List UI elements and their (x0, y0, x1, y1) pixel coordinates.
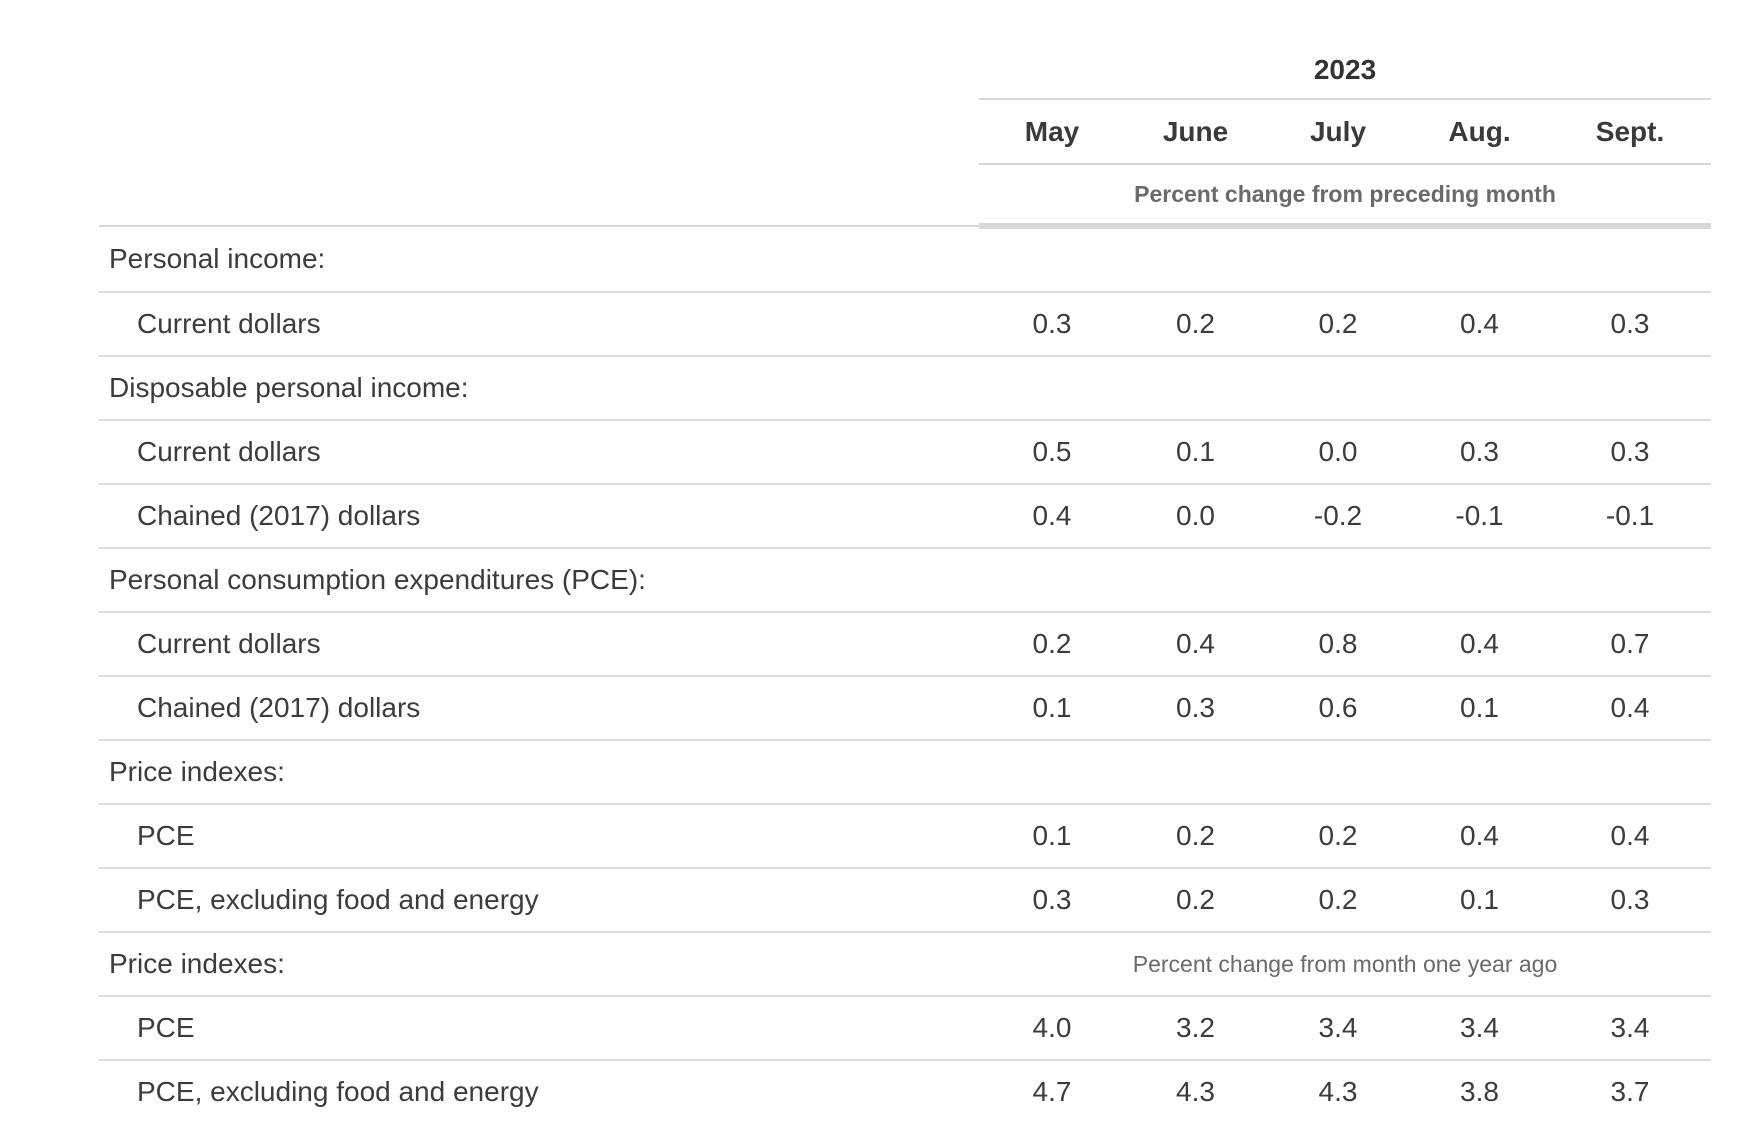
table-row: PCE 0.1 0.2 0.2 0.4 0.4 (99, 804, 1712, 869)
value-cell: -0.2 (1266, 484, 1410, 549)
value-cell: 0.2 (1125, 292, 1266, 357)
section-row: Price indexes: Percent change from month … (99, 932, 1712, 997)
section-label: Price indexes: (99, 740, 979, 805)
value-cell: 0.3 (979, 868, 1125, 933)
section-row: Personal consumption expenditures (PCE): (99, 548, 1712, 613)
table-row: Current dollars 0.3 0.2 0.2 0.4 0.3 (99, 292, 1712, 357)
value-cell: 0.4 (1549, 676, 1712, 741)
table-row: Chained (2017) dollars 0.4 0.0 -0.2 -0.1 -0.1 (99, 484, 1712, 549)
row-label: Current dollars (99, 420, 979, 485)
empty-cell (979, 226, 1712, 293)
table-row: Current dollars 0.2 0.4 0.8 0.4 0.7 (99, 612, 1712, 677)
table-row: PCE, excluding food and energy 0.3 0.2 0.2 0… (99, 868, 1712, 933)
table-row: Chained (2017) dollars 0.1 0.3 0.6 0.1 0.4 (99, 676, 1712, 741)
table-header: 2023 May June July Aug. Sept. Percent ch… (99, 30, 1712, 229)
section-label: Personal consumption expenditures (PCE): (99, 548, 979, 613)
month-heading-sept: Sept. (1549, 99, 1712, 165)
row-label: PCE (99, 804, 979, 869)
row-label: Chained (2017) dollars (99, 676, 979, 741)
section-row: Disposable personal income: (99, 356, 1712, 421)
section-label: Personal income: (99, 226, 979, 293)
unit-note: Percent change from month one year ago (979, 932, 1712, 997)
value-cell: 4.3 (1318, 1076, 1358, 1107)
value-cell: 0.7 (1549, 612, 1712, 677)
value-cell: 0.1 (1410, 868, 1549, 933)
value-cell: 0.2 (1266, 804, 1410, 869)
value-cell: 0.4 (1125, 612, 1266, 677)
value-cell: 0.0 (1266, 420, 1410, 485)
value-cell: -0.1 (1549, 484, 1712, 549)
year-heading: 2023 (979, 30, 1712, 100)
value-cell: 0.3 (1410, 420, 1549, 485)
value-cell: 0.2 (1266, 292, 1410, 357)
value-cell: 3.4 (1266, 996, 1410, 1061)
empty-cell (979, 548, 1712, 613)
value-cell: 0.4 (1549, 804, 1712, 869)
unit-note: Percent change from preceding month (979, 164, 1712, 229)
value-cell: 0.6 (1266, 676, 1410, 741)
table-row: Current dollars 0.5 0.1 0.0 0.3 0.3 (99, 420, 1712, 485)
value-cell: 0.4 (1410, 292, 1549, 357)
row-label: PCE, excluding food and energy (99, 868, 979, 933)
table-body: Personal income: Current dollars 0.3 0.2 0.2… (99, 226, 1712, 1123)
value-cell: 0.1 (979, 804, 1125, 869)
income-outlays-table: 2023 May June July Aug. Sept. Percent ch… (99, 30, 1712, 1123)
empty-cell (979, 356, 1712, 421)
month-heading-july: July (1266, 99, 1410, 165)
value-cell: 0.2 (1266, 868, 1410, 933)
month-heading-june: June (1125, 99, 1266, 165)
empty-cell (979, 740, 1712, 805)
value-cell: 0.3 (1549, 868, 1712, 933)
value-cell: 0.3 (1549, 292, 1712, 357)
value-cell: 0.0 (1125, 484, 1266, 549)
value-cell: 0.2 (1125, 868, 1266, 933)
month-heading-may: May (979, 99, 1125, 165)
value-cell: 3.8 (1460, 1076, 1499, 1107)
table-row: PCE 4.0 3.2 3.4 3.4 3.4 (99, 996, 1712, 1061)
section-row: Price indexes: (99, 740, 1712, 805)
value-cell: 0.5 (979, 420, 1125, 485)
value-cell: 0.2 (979, 612, 1125, 677)
header-blank-cell (99, 30, 979, 99)
row-label: Current dollars (99, 292, 979, 357)
value-cell: 0.3 (1125, 676, 1266, 741)
value-cell: 0.8 (1266, 612, 1410, 677)
value-cell: 0.1 (1410, 676, 1549, 741)
value-cell: 4.7 (1032, 1076, 1072, 1107)
value-cell: 0.4 (979, 484, 1125, 549)
value-cell: -0.1 (1410, 484, 1549, 549)
row-label: PCE, excluding food and energy (137, 1076, 539, 1107)
row-label: Current dollars (99, 612, 979, 677)
row-label: PCE (99, 996, 979, 1061)
value-cell: 0.1 (979, 676, 1125, 741)
value-cell: 0.2 (1125, 804, 1266, 869)
value-cell: 4.3 (1176, 1076, 1215, 1107)
value-cell: 0.3 (1549, 420, 1712, 485)
unit-header-row: Percent change from preceding month (99, 164, 1712, 229)
header-blank-cell (99, 164, 979, 227)
value-cell: 3.4 (1410, 996, 1549, 1061)
row-label: Chained (2017) dollars (99, 484, 979, 549)
header-blank-cell (99, 99, 979, 164)
section-label: Disposable personal income: (99, 356, 979, 421)
section-label: Price indexes: (99, 932, 979, 997)
income-outlays-table-container: 2023 May June July Aug. Sept. Percent ch… (99, 30, 1712, 1123)
value-cell: 4.0 (979, 996, 1125, 1061)
month-heading-aug: Aug. (1410, 99, 1549, 165)
table-row: PCE, excluding food and energy 4.7 4.3 4.3 3… (99, 1060, 1711, 1123)
value-cell: 0.3 (979, 292, 1125, 357)
value-cell: 0.4 (1410, 612, 1549, 677)
value-cell: 0.4 (1410, 804, 1549, 869)
month-header-row: May June July Aug. Sept. (99, 99, 1712, 165)
value-cell: 0.1 (1125, 420, 1266, 485)
value-cell: 3.7 (1610, 1076, 1650, 1107)
value-cell: 3.2 (1125, 996, 1266, 1061)
year-header-row: 2023 (99, 30, 1712, 100)
section-row: Personal income: (99, 226, 1712, 293)
value-cell: 3.4 (1549, 996, 1712, 1061)
